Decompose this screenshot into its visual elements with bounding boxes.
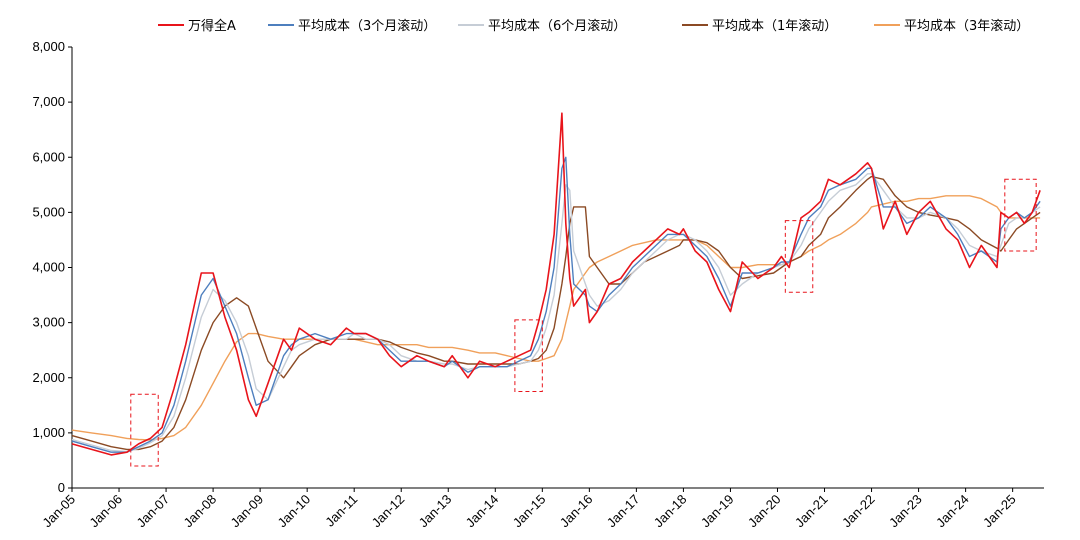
series-line-4 bbox=[71, 195, 1041, 441]
x-tick-label: Jan-10 bbox=[275, 492, 314, 531]
x-tick-label: Jan-06 bbox=[86, 492, 125, 531]
y-tick-label: 6,000 bbox=[32, 149, 65, 164]
x-tick-label: Jan-25 bbox=[980, 492, 1019, 531]
x-tick-label: Jan-19 bbox=[698, 492, 737, 531]
y-tick-label: 8,000 bbox=[32, 39, 65, 54]
series-line-1 bbox=[71, 156, 1041, 453]
y-tick-label: 2,000 bbox=[32, 370, 65, 385]
legend-label-2: 平均成本（6个月滚动） bbox=[488, 18, 626, 34]
y-tick-label: 7,000 bbox=[32, 94, 65, 109]
x-tick-label: Jan-18 bbox=[651, 492, 690, 531]
legend-label-0: 万得全A bbox=[188, 18, 236, 34]
legend-label-1: 平均成本（3个月滚动） bbox=[298, 18, 436, 34]
y-tick-label: 1,000 bbox=[32, 425, 65, 440]
x-tick-label: Jan-13 bbox=[416, 492, 455, 531]
x-tick-label: Jan-20 bbox=[745, 492, 784, 531]
x-tick-label: Jan-15 bbox=[510, 492, 549, 531]
x-tick-label: Jan-07 bbox=[133, 492, 172, 531]
series-line-2 bbox=[71, 173, 1041, 453]
x-tick-label: Jan-16 bbox=[557, 492, 596, 531]
y-tick-label: 4,000 bbox=[32, 260, 65, 275]
legend-label-3: 平均成本（1年滚动） bbox=[712, 18, 837, 34]
highlight-box-2 bbox=[514, 319, 543, 393]
x-tick-label: Jan-14 bbox=[463, 492, 502, 531]
x-tick-label: Jan-22 bbox=[839, 492, 878, 531]
x-tick-label: Jan-23 bbox=[886, 492, 925, 531]
x-tick-label: Jan-08 bbox=[181, 492, 220, 531]
highlight-box-4 bbox=[1004, 178, 1037, 252]
y-tick-label: 5,000 bbox=[32, 204, 65, 219]
y-tick-label: 0 bbox=[58, 480, 65, 495]
x-tick-label: Jan-12 bbox=[369, 492, 408, 531]
highlight-box-1 bbox=[130, 393, 159, 467]
x-tick-label: Jan-05 bbox=[39, 492, 78, 531]
x-tick-label: Jan-09 bbox=[228, 492, 267, 531]
legend-label-4: 平均成本（3年滚动） bbox=[904, 18, 1029, 34]
series-line-0 bbox=[71, 112, 1041, 456]
x-tick-label: Jan-17 bbox=[604, 492, 643, 531]
y-tick-label: 3,000 bbox=[32, 315, 65, 330]
series-line-3 bbox=[71, 175, 1041, 451]
x-tick-label: Jan-24 bbox=[933, 492, 972, 531]
x-tick-label: Jan-11 bbox=[322, 492, 360, 530]
x-tick-label: Jan-21 bbox=[792, 492, 831, 531]
highlight-box-3 bbox=[784, 220, 814, 293]
